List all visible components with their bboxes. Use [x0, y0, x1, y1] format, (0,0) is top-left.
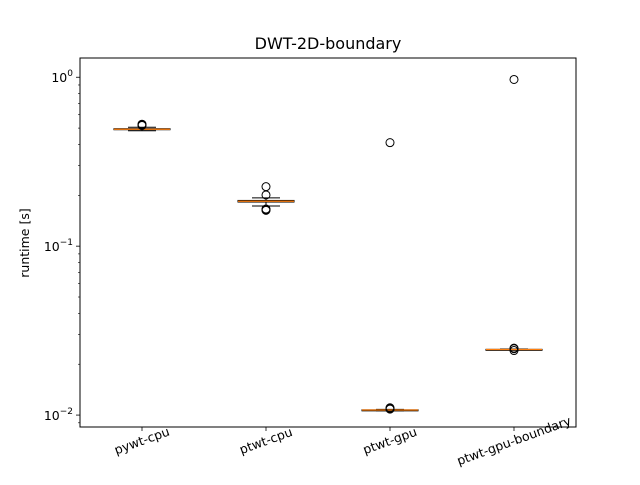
outlier-point	[509, 343, 519, 353]
y-tick-base: 10	[44, 239, 60, 254]
y-tick-exponent: −2	[60, 407, 73, 417]
outlier-point	[385, 138, 395, 148]
y-axis-label: runtime [s]	[17, 208, 32, 277]
y-tick-label: 10−1	[44, 238, 73, 254]
outlier-point	[137, 119, 147, 129]
box-group-ptwt-cpu	[237, 182, 295, 215]
box-group-ptwt-gpu	[361, 138, 419, 414]
axes-frame	[79, 57, 577, 428]
y-tick-label: 100	[51, 69, 73, 85]
y-tick-exponent: 0	[67, 69, 73, 79]
y-tick-base: 10	[44, 408, 60, 423]
chart-title: DWT-2D-boundary	[255, 34, 402, 53]
outlier-point	[261, 204, 271, 214]
y-tick-base: 10	[51, 70, 67, 85]
outlier-point	[509, 74, 519, 84]
y-tick-exponent: −1	[60, 238, 73, 248]
outlier-point	[261, 182, 271, 192]
outlier-point	[385, 403, 395, 413]
box-group-pywt-cpu	[113, 119, 171, 132]
y-tick-label: 10−2	[44, 407, 73, 423]
box-group-ptwt-gpu-boundary	[485, 74, 543, 356]
